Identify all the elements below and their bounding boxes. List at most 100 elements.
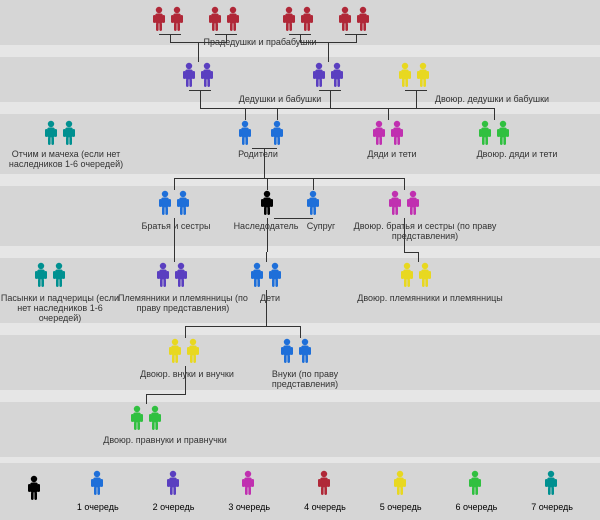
person-icon <box>226 6 240 32</box>
person-icon <box>406 190 420 216</box>
connector <box>174 178 404 179</box>
person-icon <box>238 120 252 146</box>
legend-label: 1 очередь <box>77 502 119 512</box>
stripe <box>0 402 600 457</box>
node-label: Пасынки и падчерицы (если нет наследнико… <box>0 294 120 324</box>
person-icon <box>282 6 296 32</box>
legend-item: 5 очередь <box>380 470 422 512</box>
person-icon <box>356 6 370 32</box>
connector <box>267 178 268 190</box>
connector <box>313 178 314 190</box>
stripe <box>0 390 600 402</box>
person-icon <box>62 120 76 146</box>
person-icon <box>200 62 214 88</box>
legend: 1 очередь 2 очередь 3 очередь 4 очередь 5 оч… <box>0 462 600 520</box>
node-label: Прадедушки и прабабушки <box>180 38 340 48</box>
legend-person-icon <box>544 470 560 500</box>
node-label: Племянники и племянницы (по праву предст… <box>108 294 258 314</box>
person-icon <box>306 190 320 216</box>
node-label: Отчим и мачеха (если нет наследников 1-6… <box>6 150 126 170</box>
node-label: Двоюр. братья и сестры (по праву предста… <box>350 222 500 242</box>
person-icon <box>388 190 402 216</box>
person-icon <box>182 62 196 88</box>
connector <box>494 108 495 120</box>
node-label: Двоюр. дяди и тети <box>452 150 582 160</box>
legend-item: 7 очередь <box>531 470 573 512</box>
person-icon <box>170 6 184 32</box>
person-icon <box>280 338 294 364</box>
person-icon <box>372 120 386 146</box>
legend-person-icon <box>27 475 43 505</box>
legend-label: 7 очередь <box>531 502 573 512</box>
person-icon <box>34 262 48 288</box>
node-label: Двоюр. внуки и внучки <box>122 370 252 380</box>
stripe <box>0 174 600 186</box>
person-icon <box>418 262 432 288</box>
person-icon <box>496 120 510 146</box>
person-icon <box>52 262 66 288</box>
connector <box>146 394 186 395</box>
legend-label: 6 очередь <box>456 502 498 512</box>
legend-label: 2 очередь <box>153 502 195 512</box>
node-label: Двоюр. правнуки и правнучки <box>80 436 250 446</box>
legend-label: 3 очередь <box>228 502 270 512</box>
legend-person-icon <box>317 470 333 500</box>
person-icon <box>298 338 312 364</box>
connector <box>404 178 405 190</box>
connector <box>404 252 418 253</box>
node-label: Двоюр. дедушки и бабушки <box>412 95 572 105</box>
node-label: Внуки (по праву представления) <box>250 370 360 390</box>
node-label: Дедушки и бабушки <box>220 95 340 105</box>
person-icon <box>130 405 144 431</box>
person-icon <box>156 262 170 288</box>
person-icon <box>148 405 162 431</box>
connector <box>274 218 313 219</box>
connector <box>200 90 201 108</box>
connector <box>300 326 301 338</box>
person-icon <box>312 62 326 88</box>
person-icon <box>152 6 166 32</box>
legend-person-icon <box>468 470 484 500</box>
legend-item: 4 очередь <box>304 470 346 512</box>
connector <box>330 108 495 109</box>
legend-item: 3 очередь <box>228 470 270 512</box>
person-icon <box>260 190 274 216</box>
connector <box>418 252 419 262</box>
connector <box>174 252 175 262</box>
node-label: Дети <box>240 294 300 304</box>
person-icon <box>208 6 222 32</box>
legend-label: 5 очередь <box>380 502 422 512</box>
person-icon <box>174 262 188 288</box>
person-icon <box>186 338 200 364</box>
person-icon <box>270 120 284 146</box>
person-icon <box>330 62 344 88</box>
connector <box>185 326 300 327</box>
connector <box>174 178 175 190</box>
connector <box>245 108 246 120</box>
person-icon <box>398 62 412 88</box>
legend-item: 1 очередь <box>77 470 119 512</box>
legend-person-icon <box>90 470 106 500</box>
legend-item: 6 очередь <box>456 470 498 512</box>
person-icon <box>478 120 492 146</box>
connector <box>146 394 147 404</box>
node-label: Двоюр. племянники и племянницы <box>340 294 520 304</box>
person-icon <box>250 262 264 288</box>
person-icon <box>338 6 352 32</box>
connector <box>388 108 389 120</box>
node-label: Дяди и тети <box>352 150 432 160</box>
person-icon <box>176 190 190 216</box>
person-icon <box>300 6 314 32</box>
legend-item <box>27 475 43 507</box>
legend-person-icon <box>393 470 409 500</box>
node-label: Родители <box>218 150 298 160</box>
person-icon <box>158 190 172 216</box>
person-icon <box>268 262 282 288</box>
person-icon <box>44 120 58 146</box>
legend-item: 2 очередь <box>153 470 195 512</box>
connector <box>185 326 186 338</box>
legend-label: 4 очередь <box>304 502 346 512</box>
connector <box>277 108 278 120</box>
person-icon <box>416 62 430 88</box>
node-label: Братья и сестры <box>126 222 226 232</box>
